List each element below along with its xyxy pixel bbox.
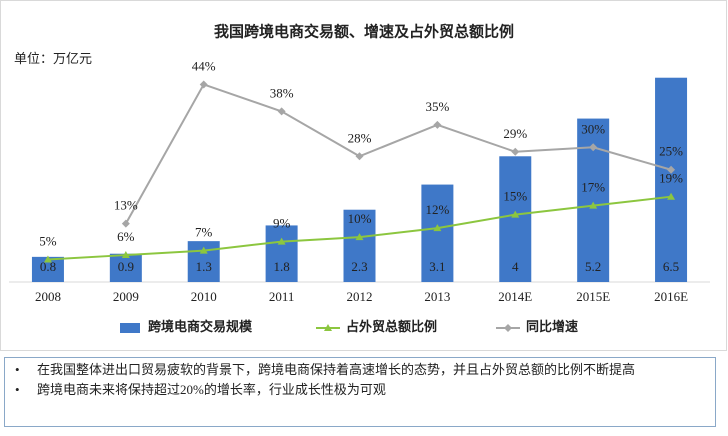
bar xyxy=(421,184,454,282)
notes-box: 在我国整体进出口贸易疲软的背景下，跨境电商保持着高速增长的态势，并且占外贸总额的… xyxy=(4,357,716,427)
data-label: 25% xyxy=(659,144,683,159)
marker xyxy=(43,255,52,263)
legend-label: 同比增速 xyxy=(526,319,578,334)
data-label: 28% xyxy=(348,130,372,145)
marker xyxy=(199,80,208,89)
x-tick-label: 2009 xyxy=(113,289,139,304)
marker xyxy=(355,152,364,161)
bar xyxy=(265,225,298,282)
bar-value-label: 3.1 xyxy=(429,259,445,274)
data-label: 13% xyxy=(114,198,138,213)
chart-frame xyxy=(0,0,727,351)
data-label: 19% xyxy=(659,171,683,186)
bar xyxy=(343,209,376,282)
marker xyxy=(355,233,364,241)
marker xyxy=(277,107,286,116)
bar xyxy=(499,156,532,282)
data-label: 6% xyxy=(117,229,135,244)
bar xyxy=(655,77,688,282)
bar-value-label: 0.8 xyxy=(40,259,56,274)
bar xyxy=(109,253,142,282)
note: 跨境电商未来将保持超过20%的增长率，行业成长性极为可观 xyxy=(9,381,711,398)
bar-value-label: 4 xyxy=(512,259,519,274)
marker xyxy=(511,147,520,156)
x-tick-label: 2013 xyxy=(424,289,450,304)
x-tick-label: 2010 xyxy=(191,289,217,304)
x-tick-label: 2014E xyxy=(498,289,532,304)
marker xyxy=(277,237,286,245)
legend-marker xyxy=(504,324,512,332)
x-tick-label: 2015E xyxy=(576,289,610,304)
data-label: 12% xyxy=(425,202,449,217)
bar-value-label: 6.5 xyxy=(663,259,679,274)
marker xyxy=(589,143,598,152)
legend-label: 跨境电商交易规模 xyxy=(148,319,253,334)
bar-value-label: 2.3 xyxy=(351,259,367,274)
bar-value-label: 1.8 xyxy=(273,259,289,274)
bar xyxy=(577,118,610,282)
x-tick-label: 2012 xyxy=(347,289,373,304)
data-label: 7% xyxy=(195,225,213,240)
marker xyxy=(667,192,676,200)
line xyxy=(124,83,672,225)
marker xyxy=(199,246,208,254)
data-label: 9% xyxy=(273,216,291,231)
x-tick-label: 2016E xyxy=(654,289,688,304)
chart: 我国跨境电商交易额、增速及占外贸总额比例 单位：万亿元 2008 2009 2010… xyxy=(0,0,727,351)
data-label: 38% xyxy=(270,85,294,100)
data-label: 30% xyxy=(581,121,605,136)
marker xyxy=(667,165,676,174)
data-label: 44% xyxy=(192,58,216,73)
data-label: 29% xyxy=(503,126,527,141)
data-label: 35% xyxy=(425,99,449,114)
x-tick-label: 2008 xyxy=(35,289,61,304)
marker xyxy=(589,201,598,209)
x-tick-label: 2011 xyxy=(269,289,295,304)
note: 在我国整体进出口贸易疲软的背景下，跨境电商保持着高速增长的态势，并且占外贸总额的… xyxy=(9,361,711,378)
data-label: 17% xyxy=(581,180,605,195)
bar-value-label: 1.3 xyxy=(196,259,212,274)
legend-marker xyxy=(324,324,332,331)
unit-label: 单位：万亿元 xyxy=(14,51,92,66)
marker xyxy=(433,120,442,129)
legend-swatch xyxy=(120,323,140,333)
marker xyxy=(121,219,130,228)
marker xyxy=(121,251,130,259)
chart-title: 我国跨境电商交易额、增速及占外贸总额比例 xyxy=(214,22,514,40)
legend-label: 占外贸总额比例 xyxy=(346,319,437,334)
bar-value-label: 5.2 xyxy=(585,259,601,274)
data-label: 15% xyxy=(503,189,527,204)
data-label: 5% xyxy=(39,234,57,249)
bar-value-label: 0.9 xyxy=(118,259,134,274)
data-label: 10% xyxy=(348,211,372,226)
marker xyxy=(433,224,442,232)
marker xyxy=(511,210,520,218)
